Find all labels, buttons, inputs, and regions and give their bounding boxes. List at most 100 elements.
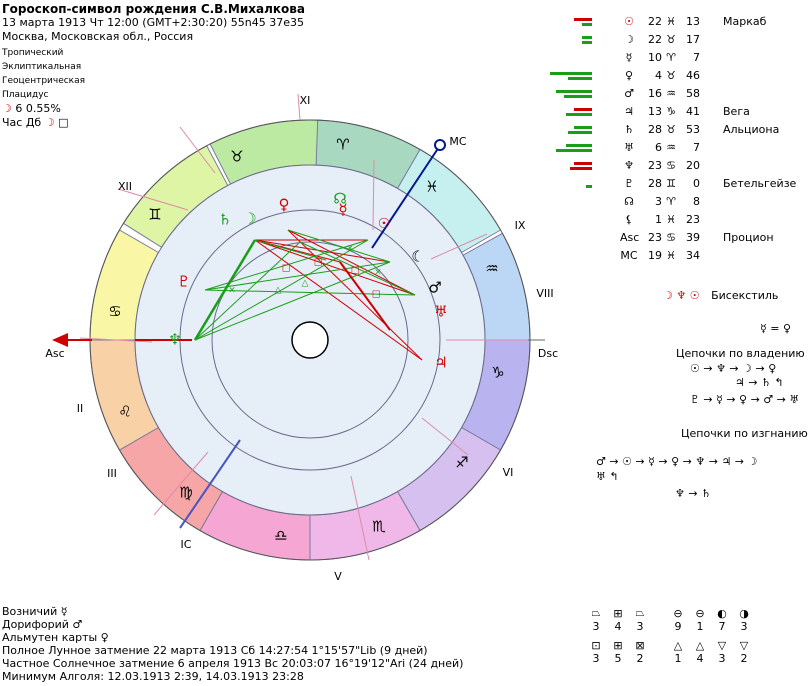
aspect-line <box>194 261 391 341</box>
house-label: II <box>77 402 84 415</box>
house-cusp-line <box>297 93 301 121</box>
aspect-marker-icon: □ <box>314 258 323 268</box>
planet-glyph-icon: ♀ <box>279 196 290 214</box>
planet-sign-icon: ♋ <box>666 231 676 244</box>
planet-degree: 22 <box>648 33 662 46</box>
house-cusp-line <box>430 233 488 260</box>
strength-bar <box>582 36 592 39</box>
fixed-star: Процион <box>723 231 774 244</box>
strength-bars <box>542 36 592 47</box>
house-cusp-line <box>153 451 209 516</box>
zodiac-sign-icon: ♓ <box>425 178 438 196</box>
planet-sign-icon: ♋ <box>666 159 676 172</box>
planet-row: Asc 23 ♋ 39 Процион <box>560 231 809 248</box>
aspect-line <box>287 229 423 361</box>
planet-minutes: 41 <box>686 105 700 118</box>
planet-degree: 4 <box>655 69 662 82</box>
aspect-line <box>204 261 391 291</box>
exile-chain-1: ♂ → ☉ → ☿ → ♀ → ♆ → ♃ → ☽ <box>596 455 758 468</box>
house-cusp-line <box>117 188 189 211</box>
aspect-marker-icon: □ <box>351 266 360 276</box>
planet-sign-icon: ♊ <box>666 177 676 190</box>
setting-coords: Эклиптикальная <box>2 62 82 72</box>
group-count: 5 <box>614 652 622 665</box>
planet-row: MC 19 ♓ 34 <box>560 249 809 266</box>
group-count: 3 <box>592 652 600 665</box>
planet-glyph-icon: ♄ <box>218 211 231 229</box>
strength-bars <box>542 54 592 65</box>
house-cusps <box>52 93 545 561</box>
group-icon: ⊞ <box>613 639 623 652</box>
group-icon: ⊠ <box>635 639 645 652</box>
aspect-line <box>254 239 416 296</box>
strength-bars <box>542 180 592 191</box>
planet-symbol-icon: ♇ <box>624 177 634 190</box>
aspect-marker-icon: △ <box>275 286 282 296</box>
mercury-venus-equal: ☿ = ♀ <box>760 322 792 335</box>
aspect-line <box>194 239 369 341</box>
asc-arrow-icon <box>52 333 68 347</box>
zodiac-sign-icon: ♌ <box>118 403 131 421</box>
planet-minutes: 0 <box>693 177 700 190</box>
aspect-marker-icon: × <box>228 286 236 296</box>
planet-sign-icon: ♒ <box>666 141 676 154</box>
planet-row: ♀ 4 ♉ 46 <box>550 69 809 86</box>
planet-row: ☉ 22 ♓ 13 Маркаб <box>560 15 809 32</box>
strength-bars <box>542 162 592 173</box>
planet-glyph-icon: ♅ <box>434 303 447 321</box>
group-icon: △ <box>673 639 683 652</box>
moon-icon: ☽ <box>44 116 55 129</box>
group-icon: ◑ <box>739 606 749 620</box>
planet-glyph-icon: ♇ <box>177 273 190 291</box>
planet-glyph-icon: ☊ <box>333 190 346 208</box>
zodiac-sign-icon: ♉ <box>230 148 243 166</box>
planet-sign-icon: ♒ <box>666 87 676 100</box>
strength-bar <box>574 126 592 129</box>
doryphory: Дорифорий ♂ <box>2 618 83 631</box>
planet-glyph-icon: ♃ <box>434 354 447 372</box>
group-count: 3 <box>592 620 600 633</box>
planet-minutes: 46 <box>686 69 700 82</box>
zodiac-sign-icon: ♏ <box>372 518 386 536</box>
strength-bar <box>566 113 592 116</box>
group-count: 4 <box>696 652 704 665</box>
planet-minutes: 13 <box>686 15 700 28</box>
strength-bar <box>574 162 592 165</box>
planet-symbol-icon: ☉ <box>624 15 634 28</box>
zodiac-sign-icon: ♈ <box>336 136 349 154</box>
planet-minutes: 23 <box>686 213 700 226</box>
planet-sign-icon: ♓ <box>666 15 676 28</box>
planet-degree: 1 <box>655 213 662 226</box>
house-label: XI <box>300 94 311 107</box>
aspect-line <box>254 239 423 361</box>
wheel-planets: ♄ ☽ ♀ ☊☿ ♆ ♇ ☾♂ ♅ ♃ ☉ <box>168 190 447 372</box>
planet-symbol-icon: Asc <box>620 231 640 244</box>
charioteer: Возничий ☿ <box>2 605 68 618</box>
strength-bar <box>556 90 592 93</box>
planet-symbol-icon: ♀ <box>624 69 634 82</box>
planet-row: ♄ 28 ♉ 53 Альциона <box>560 123 809 140</box>
aspect-marker-icon: □ <box>282 264 291 274</box>
aspect-marker-icon: △ <box>302 279 309 289</box>
aspect-line <box>204 239 369 291</box>
ownership-chain-2: ♃ → ♄ ↰ <box>735 376 784 389</box>
strength-bars <box>542 216 592 227</box>
setting-centric: Геоцентрическая <box>2 76 86 86</box>
house-label: MC <box>449 135 466 148</box>
strength-bar <box>550 72 592 75</box>
zodiac-sign-icon: ♒ <box>485 260 498 278</box>
planet-row: ♆ 23 ♋ 20 <box>560 159 809 176</box>
planet-minutes: 8 <box>693 195 700 208</box>
group-count: 2 <box>740 652 748 665</box>
strength-bar <box>570 167 592 170</box>
solar-eclipse: Частное Солнечное затмение 6 апреля 1913… <box>2 657 464 670</box>
planet-degree: 28 <box>648 123 662 136</box>
planet-degree: 6 <box>655 141 662 154</box>
strength-bar <box>556 149 592 152</box>
zodiac-sign-icon: ♋ <box>108 303 121 321</box>
earth-center <box>291 321 329 359</box>
setting-house-system: Плацидус <box>2 90 49 100</box>
exile-chain-2: ♅ ↰ <box>596 470 619 483</box>
strength-bar <box>564 95 592 98</box>
planet-row: ♅ 6 ♒ 7 <box>556 141 809 158</box>
